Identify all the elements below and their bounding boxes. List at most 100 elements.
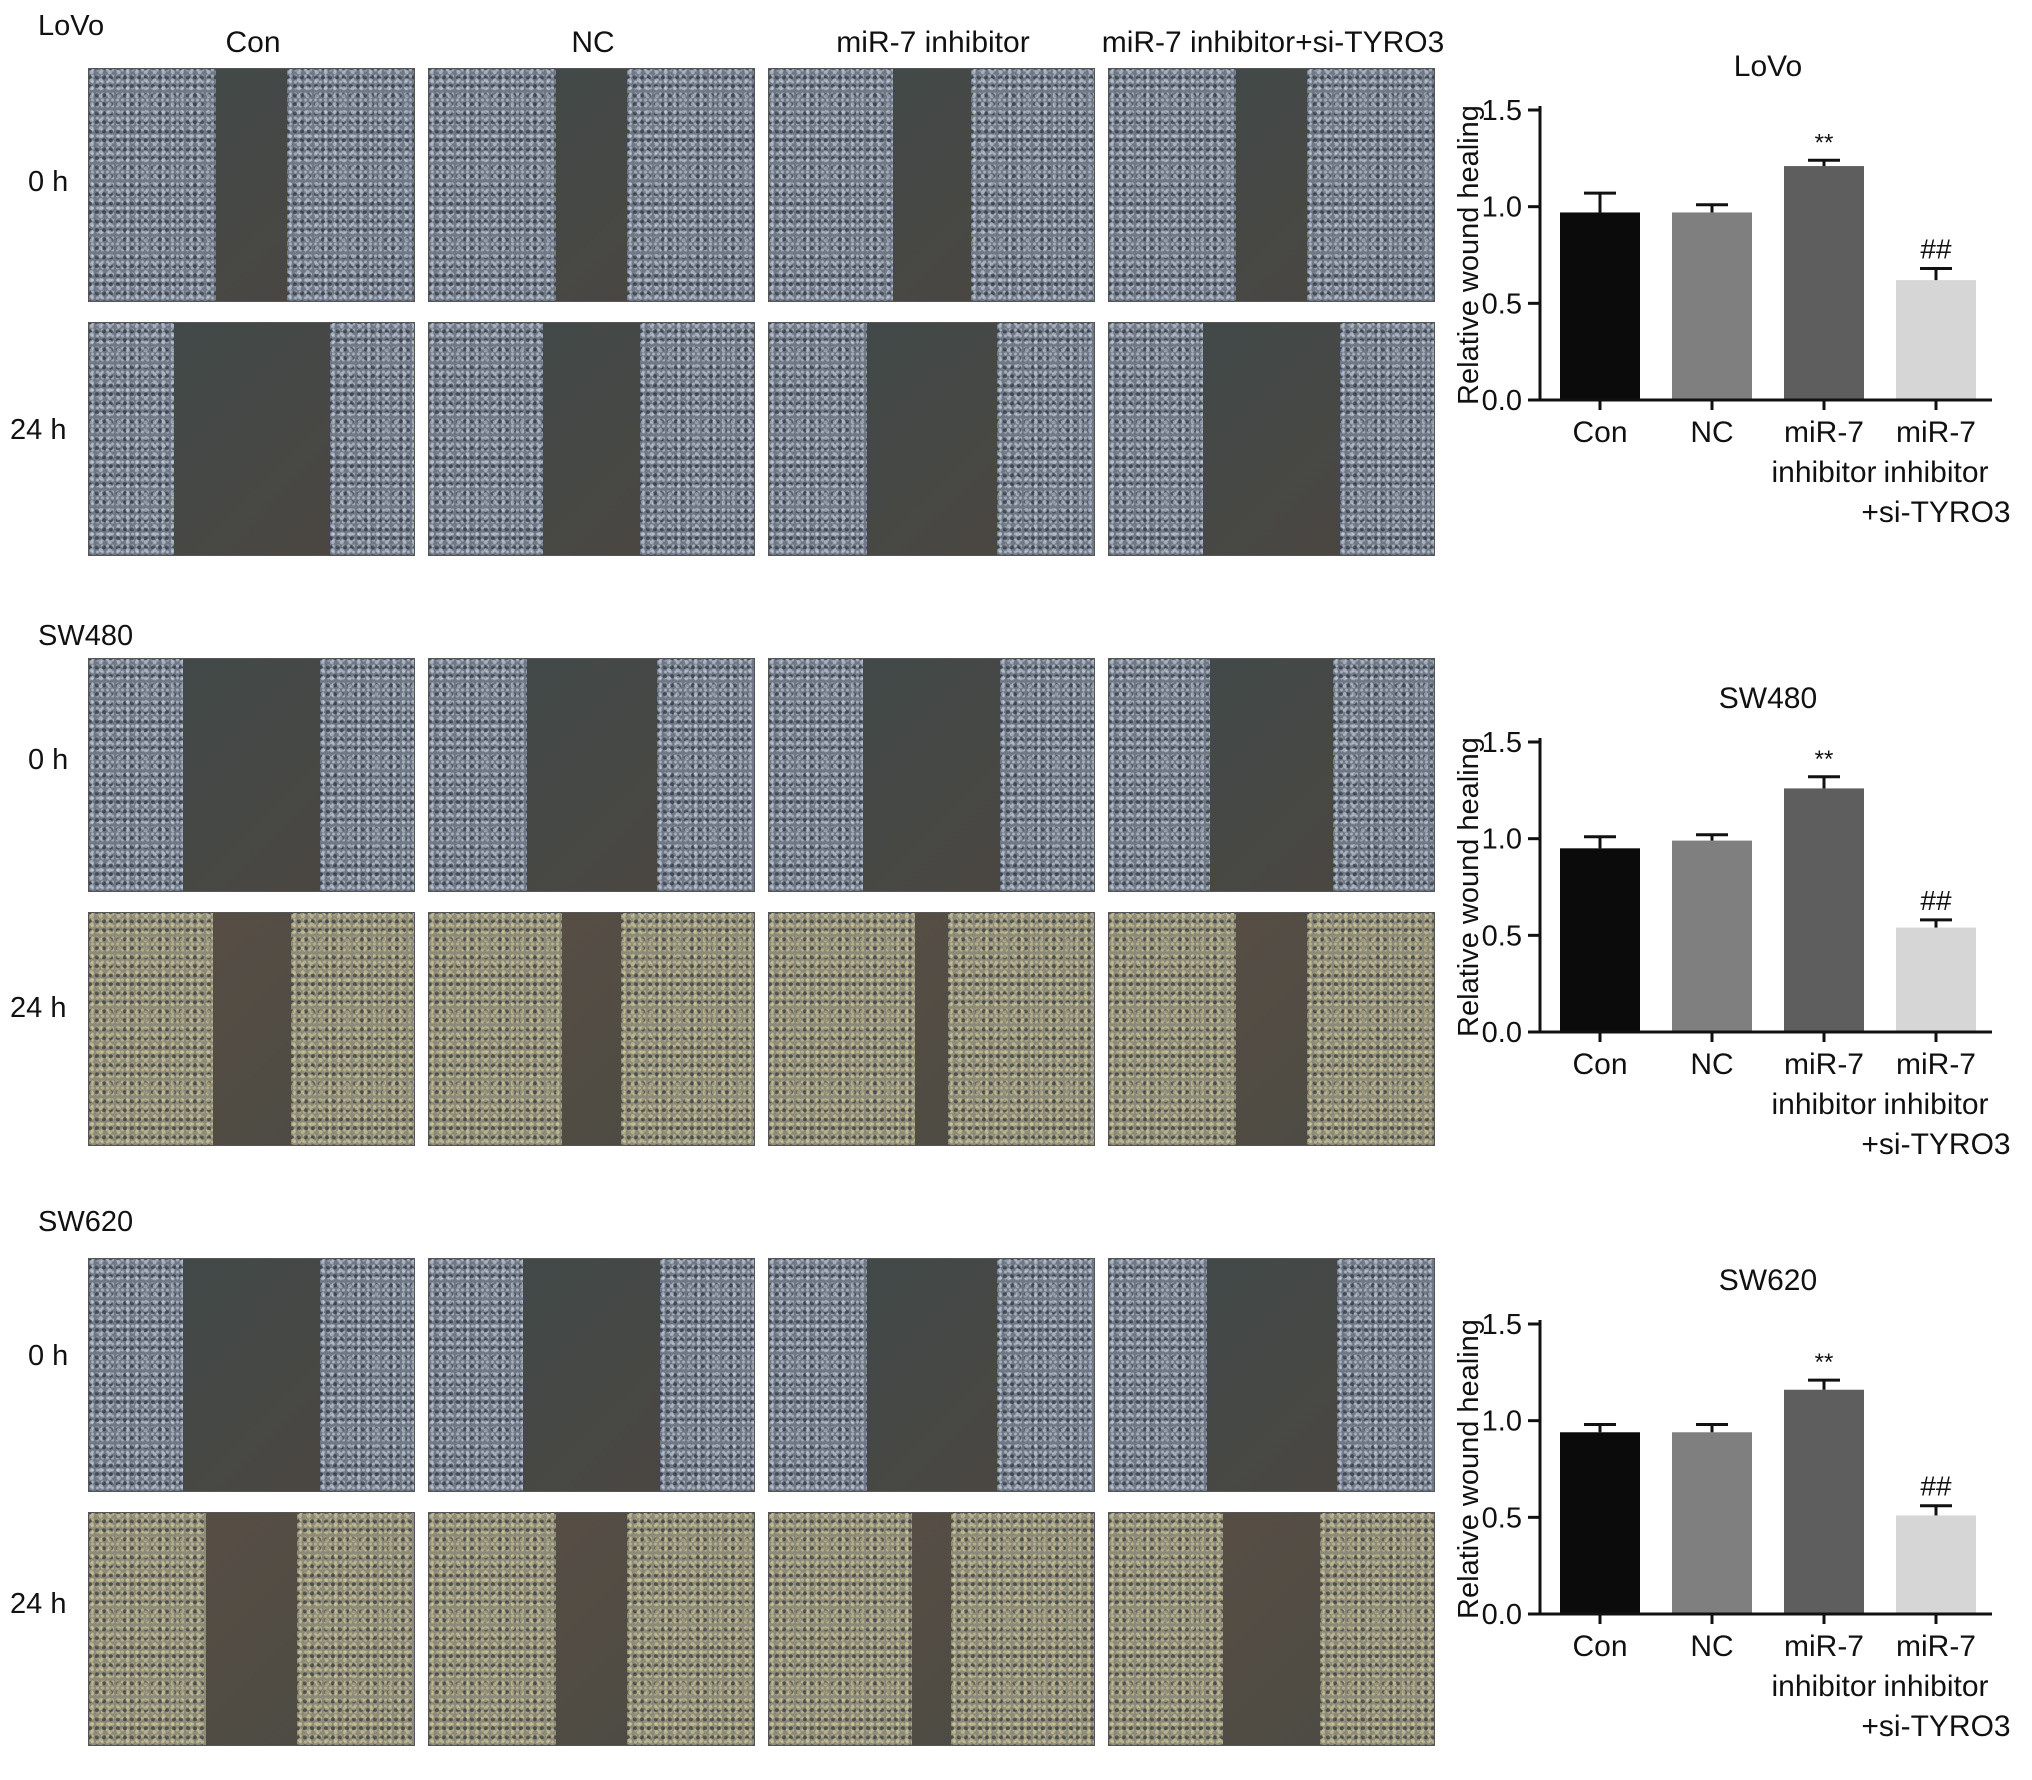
micrograph-mir-7-inhibitor-0h (768, 68, 1095, 302)
cell-monolayer-right (970, 69, 1094, 301)
micrograph-nc-24h (428, 1512, 755, 1746)
cell-monolayer-right (329, 323, 414, 555)
significance-mark-3: ## (1920, 1471, 1952, 1502)
micrograph-con-24h (88, 322, 415, 556)
cell-monolayer-right (297, 1513, 414, 1745)
row-label-0h: 0 h (28, 166, 69, 198)
cell-monolayer-right (1307, 69, 1434, 301)
cell-monolayer-right (319, 1259, 414, 1491)
cell-monolayer-left (1109, 1513, 1223, 1745)
cell-monolayer-right (1307, 913, 1434, 1145)
cell-monolayer-left (1109, 323, 1204, 555)
bar-1 (1672, 212, 1752, 400)
bar-1 (1672, 840, 1752, 1032)
x-tick-label-2: miR-7 (1784, 1630, 1864, 1663)
cell-monolayer-left (429, 69, 556, 301)
bar-0 (1560, 848, 1640, 1032)
panel-lovo: LoVo Con NC miR-7 inhibitor miR-7 inhibi… (0, 0, 2032, 590)
micrograph-nc-24h (428, 322, 755, 556)
micrograph-mir-7-inhibitor-24h (768, 322, 1095, 556)
x-tick-label-0: Con (1572, 416, 1627, 449)
y-tick-label: 1.5 (1482, 95, 1522, 127)
x-tick-label-3: inhibitor (1883, 456, 1988, 489)
y-axis-label: Relative wound healing (1453, 1319, 1485, 1619)
chart-title: LoVo (1734, 50, 1802, 83)
cell-monolayer-left (769, 1259, 867, 1491)
y-tick-label: 0.5 (1482, 920, 1522, 952)
cell-monolayer-left (769, 1513, 912, 1745)
cell-monolayer-left (1109, 69, 1236, 301)
row-label-0h: 0 h (28, 744, 69, 776)
cell-monolayer-right (287, 69, 414, 301)
micrograph-con-24h (88, 912, 415, 1146)
y-tick-label: 1.0 (1482, 824, 1522, 856)
y-tick-label: 0.0 (1482, 385, 1522, 417)
x-tick-label-1: NC (1690, 416, 1733, 449)
x-tick-label-1: NC (1690, 1630, 1733, 1663)
micrograph-mir-7-inhibitor-si-tyro3-0h (1108, 658, 1435, 892)
cell-monolayer-left (89, 659, 184, 891)
micrograph-nc-0h (428, 1258, 755, 1492)
bar-0 (1560, 1432, 1640, 1614)
micrograph-mir-7-inhibitor-0h (768, 658, 1095, 892)
micrograph-mir-7-inhibitor-0h (768, 1258, 1095, 1492)
x-tick-label-0: Con (1572, 1048, 1627, 1081)
y-tick-label: 0.5 (1482, 1502, 1522, 1534)
micrograph-nc-24h (428, 912, 755, 1146)
cell-monolayer-right (627, 1513, 754, 1745)
cell-monolayer-left (89, 1513, 206, 1745)
cell-monolayer-right (656, 659, 754, 891)
y-axis-label: Relative wound healing (1453, 737, 1485, 1037)
chart-title: SW480 (1719, 682, 1817, 715)
micrograph-con-0h (88, 1258, 415, 1492)
bar-3 (1896, 927, 1976, 1032)
significance-mark-3: ## (1920, 885, 1952, 916)
x-tick-label-2: inhibitor (1771, 1670, 1876, 1703)
cell-monolayer-left (1109, 659, 1210, 891)
column-label-con: Con (225, 26, 281, 59)
cell-monolayer-right (996, 323, 1094, 555)
cell-monolayer-left (1109, 913, 1236, 1145)
y-tick-label: 0.5 (1482, 288, 1522, 320)
bar-chart-sw620: SW620 Relative wound healing Con NC ** miR-7 i… (1453, 1264, 2011, 1743)
cell-monolayer-left (429, 1259, 524, 1491)
x-tick-label-3: miR-7 (1896, 416, 1976, 449)
micrograph-nc-0h (428, 68, 755, 302)
y-tick-label: 0.0 (1482, 1017, 1522, 1049)
micrograph-mir-7-inhibitor-24h (768, 1512, 1095, 1746)
cell-monolayer-left (769, 69, 893, 301)
significance-mark-2: ** (1815, 746, 1834, 773)
chart-title: SW620 (1719, 1264, 1817, 1297)
bar-2 (1784, 166, 1864, 400)
x-tick-label-3: +si-TYRO3 (1861, 1710, 2010, 1743)
micrograph-mir-7-inhibitor-si-tyro3-24h (1108, 912, 1435, 1146)
x-tick-label-2: miR-7 (1784, 416, 1864, 449)
cell-monolayer-left (769, 323, 867, 555)
x-tick-label-2: miR-7 (1784, 1048, 1864, 1081)
significance-mark-2: ** (1815, 1349, 1834, 1376)
row-label-24h: 24 h (10, 414, 67, 446)
micrograph-nc-0h (428, 658, 755, 892)
y-tick-label: 1.0 (1482, 1406, 1522, 1438)
cell-monolayer-right (640, 323, 754, 555)
cell-line-label: SW620 (38, 1206, 134, 1238)
bar-0 (1560, 212, 1640, 400)
column-label-mir7-inhibitor: miR-7 inhibitor (836, 26, 1030, 59)
bar-2 (1784, 1389, 1864, 1614)
micrograph-con-0h (88, 68, 415, 302)
micrograph-con-24h (88, 1512, 415, 1746)
bar-2 (1784, 788, 1864, 1032)
cell-monolayer-left (769, 659, 864, 891)
x-tick-label-1: NC (1690, 1048, 1733, 1081)
cell-monolayer-left (429, 913, 563, 1145)
cell-line-label: SW480 (38, 620, 134, 652)
cell-monolayer-left (89, 69, 216, 301)
cell-monolayer-right (659, 1259, 754, 1491)
cell-monolayer-right (947, 913, 1094, 1145)
cell-monolayer-right (627, 69, 754, 301)
cell-monolayer-right (1333, 659, 1434, 891)
cell-monolayer-left (1109, 1259, 1207, 1491)
x-tick-label-0: Con (1572, 1630, 1627, 1663)
x-tick-label-3: +si-TYRO3 (1861, 1128, 2010, 1161)
y-tick-label: 0.0 (1482, 1599, 1522, 1631)
